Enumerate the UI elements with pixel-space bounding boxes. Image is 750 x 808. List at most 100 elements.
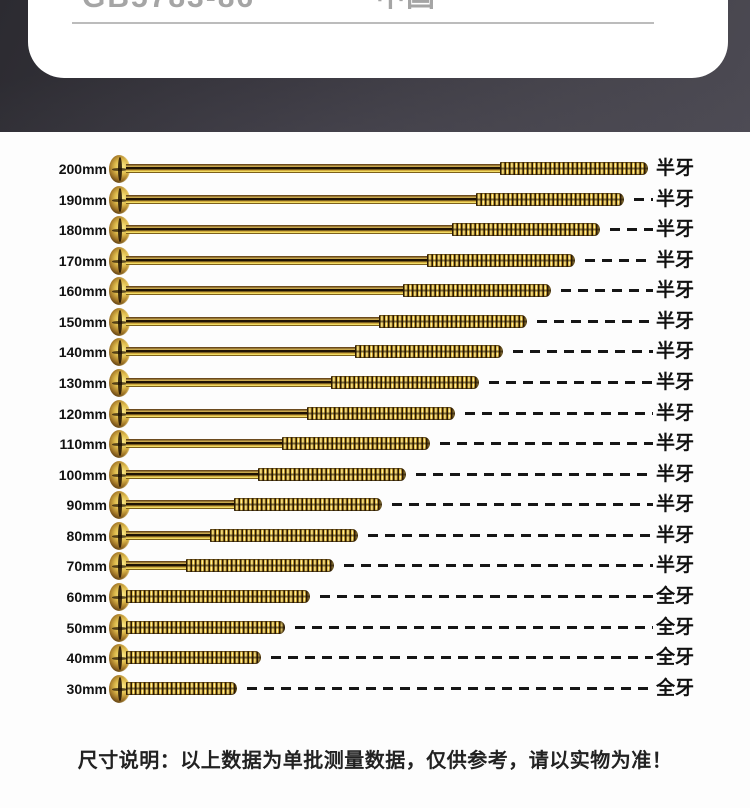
thread-type-label: 半牙 xyxy=(656,464,695,485)
length-label: 130mm xyxy=(58,375,107,391)
size-disclaimer-note: 尺寸说明：以上数据为单批测量数据，仅供参考，请以实物为准！ xyxy=(77,750,673,772)
dashed-guide-line xyxy=(344,564,653,567)
screw-shank xyxy=(126,256,431,265)
screw-head-icon xyxy=(109,369,130,397)
length-label: 50mm xyxy=(66,620,107,636)
screw-shank xyxy=(126,409,311,418)
screw-shank xyxy=(126,317,383,326)
screw-head-icon xyxy=(109,552,130,580)
screw-head-icon xyxy=(109,247,130,275)
screw-shank xyxy=(126,378,335,387)
screw-thread xyxy=(403,284,551,297)
dashed-guide-line xyxy=(392,503,653,506)
dashed-guide-line xyxy=(634,198,653,201)
screw-head-icon xyxy=(109,522,130,550)
thread-type-label: 半牙 xyxy=(656,219,695,240)
thread-type-label: 半牙 xyxy=(656,341,695,362)
screw-head-icon xyxy=(109,644,130,672)
dashed-guide-line xyxy=(537,320,653,323)
length-label: 70mm xyxy=(66,558,107,574)
length-label: 90mm xyxy=(66,497,107,513)
length-label: 80mm xyxy=(66,528,107,544)
thread-type-label: 半牙 xyxy=(656,525,695,546)
spec-card: GB5783-86 中国 xyxy=(28,0,728,78)
screw-head-icon xyxy=(109,338,130,366)
thread-type-label: 半牙 xyxy=(656,311,695,332)
screw-thread xyxy=(282,437,430,450)
length-label: 60mm xyxy=(66,589,107,605)
screw-shank xyxy=(126,470,262,479)
screw-thread xyxy=(126,682,237,695)
length-label: 150mm xyxy=(58,314,107,330)
thread-type-label: 半牙 xyxy=(656,158,695,179)
length-label: 30mm xyxy=(66,681,107,697)
screw-head-icon xyxy=(109,583,130,611)
dashed-guide-line xyxy=(271,656,653,659)
screw-thread xyxy=(186,559,334,572)
screw-thread xyxy=(210,529,358,542)
screw-head-icon xyxy=(109,277,130,305)
screw-head-icon xyxy=(109,216,130,244)
thread-type-label: 全牙 xyxy=(656,678,695,699)
thread-type-label: 半牙 xyxy=(656,494,695,515)
thread-type-label: 全牙 xyxy=(656,617,695,638)
screw-thread xyxy=(126,651,261,664)
length-label: 160mm xyxy=(58,283,107,299)
country-text: 中国 xyxy=(376,0,436,12)
thread-type-label: 半牙 xyxy=(656,372,695,393)
dashed-guide-line xyxy=(368,534,653,537)
thread-type-label: 半牙 xyxy=(656,433,695,454)
length-label: 110mm xyxy=(59,436,107,452)
screw-thread xyxy=(452,223,600,236)
thread-type-label: 半牙 xyxy=(656,280,695,301)
length-label: 180mm xyxy=(58,222,107,238)
screw-shank xyxy=(126,531,214,540)
length-label: 140mm xyxy=(58,344,107,360)
thread-type-label: 全牙 xyxy=(656,647,695,668)
screw-shank xyxy=(126,500,238,509)
dashed-guide-line xyxy=(585,259,653,262)
dashed-guide-line xyxy=(610,228,653,231)
card-divider-line xyxy=(72,22,654,24)
screw-head-icon xyxy=(109,186,130,214)
screw-head-icon xyxy=(109,308,130,336)
dashed-guide-line xyxy=(440,442,653,445)
screw-shank xyxy=(126,225,456,234)
dashed-guide-line xyxy=(320,595,653,598)
screw-thread xyxy=(331,376,479,389)
screw-shank xyxy=(126,164,504,173)
thread-type-label: 半牙 xyxy=(656,250,695,271)
screw-head-icon xyxy=(109,400,130,428)
dashed-guide-line xyxy=(513,350,653,353)
dashed-guide-line xyxy=(465,412,653,415)
standard-code-text: GB5783-86 xyxy=(82,0,255,13)
screw-thread xyxy=(234,498,382,511)
screw-shank xyxy=(126,561,190,570)
screw-shank xyxy=(126,439,286,448)
screw-head-icon xyxy=(109,430,130,458)
top-dark-background: GB5783-86 中国 xyxy=(0,0,750,132)
dashed-guide-line xyxy=(489,381,653,384)
screw-head-icon xyxy=(109,155,130,183)
thread-type-label: 半牙 xyxy=(656,555,695,576)
length-label: 200mm xyxy=(58,161,107,177)
screw-thread xyxy=(379,315,527,328)
screw-thread xyxy=(307,407,455,420)
screw-shank xyxy=(126,347,359,356)
dashed-guide-line xyxy=(561,289,653,292)
screw-shank xyxy=(126,286,407,295)
screw-head-icon xyxy=(109,614,130,642)
length-label: 40mm xyxy=(66,650,107,666)
length-label: 120mm xyxy=(58,406,107,422)
screw-thread xyxy=(258,468,406,481)
length-label: 170mm xyxy=(58,253,107,269)
screw-shank xyxy=(126,195,480,204)
screw-head-icon xyxy=(109,461,130,489)
thread-type-label: 半牙 xyxy=(656,189,695,210)
thread-type-label: 全牙 xyxy=(656,586,695,607)
screw-head-icon xyxy=(109,491,130,519)
screw-thread xyxy=(126,590,310,603)
thread-type-label: 半牙 xyxy=(656,403,695,424)
screw-thread xyxy=(126,621,285,634)
